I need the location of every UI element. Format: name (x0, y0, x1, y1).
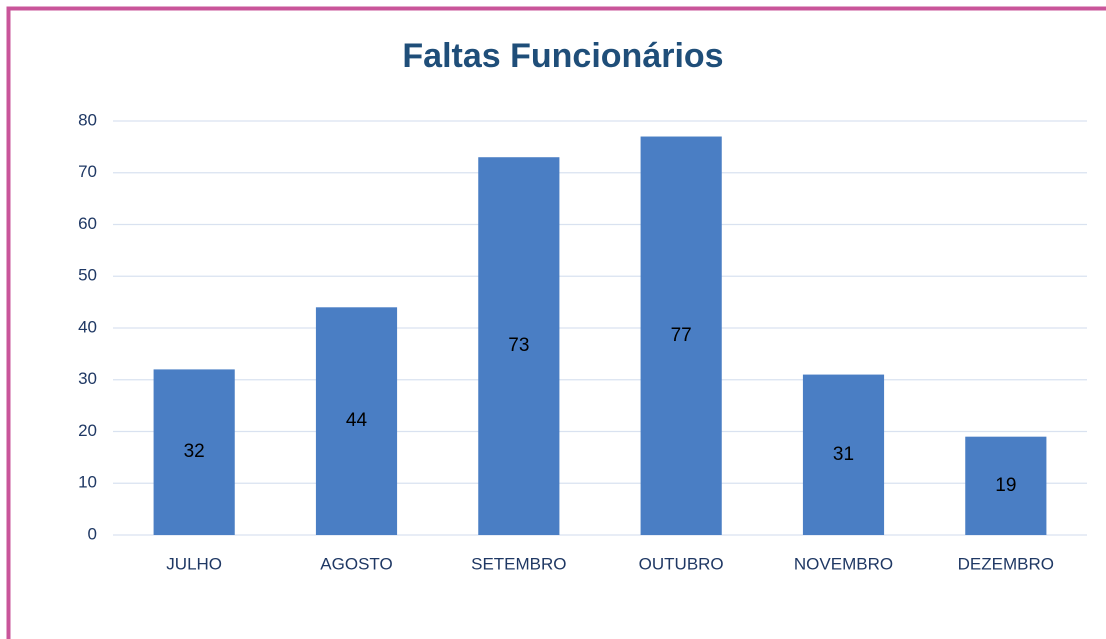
y-tick-label: 10 (78, 473, 97, 492)
bar (315, 307, 398, 535)
y-tick-label: 70 (78, 162, 97, 181)
bar (153, 369, 235, 535)
x-tick-label: OUTUBRO (639, 554, 724, 573)
data-label: 44 (346, 410, 368, 431)
bar (802, 374, 885, 535)
y-tick-label: 0 (88, 524, 97, 543)
chart-title: Faltas Funcionários (402, 37, 723, 75)
x-tick-label: NOVEMBRO (794, 554, 893, 573)
y-tick-label: 40 (78, 317, 97, 336)
data-label: 19 (995, 475, 1016, 496)
bar (478, 157, 560, 535)
data-label: 77 (671, 325, 692, 346)
x-tick-label: JULHO (166, 554, 222, 573)
y-tick-label: 80 (78, 110, 97, 129)
frame (6, 6, 1106, 639)
x-tick-label: DEZEMBRO (958, 554, 1054, 573)
data-label: 31 (833, 444, 854, 465)
x-tick-label: SETEMBRO (471, 554, 566, 573)
data-label: 32 (184, 441, 205, 462)
x-tick-label: AGOSTO (320, 554, 392, 573)
data-label: 73 (508, 335, 529, 356)
bar (965, 436, 1047, 535)
y-tick-label: 50 (78, 266, 97, 285)
y-tick-label: 30 (78, 369, 97, 388)
y-tick-label: 20 (78, 421, 97, 440)
bar (640, 136, 722, 535)
y-tick-label: 60 (78, 214, 97, 233)
